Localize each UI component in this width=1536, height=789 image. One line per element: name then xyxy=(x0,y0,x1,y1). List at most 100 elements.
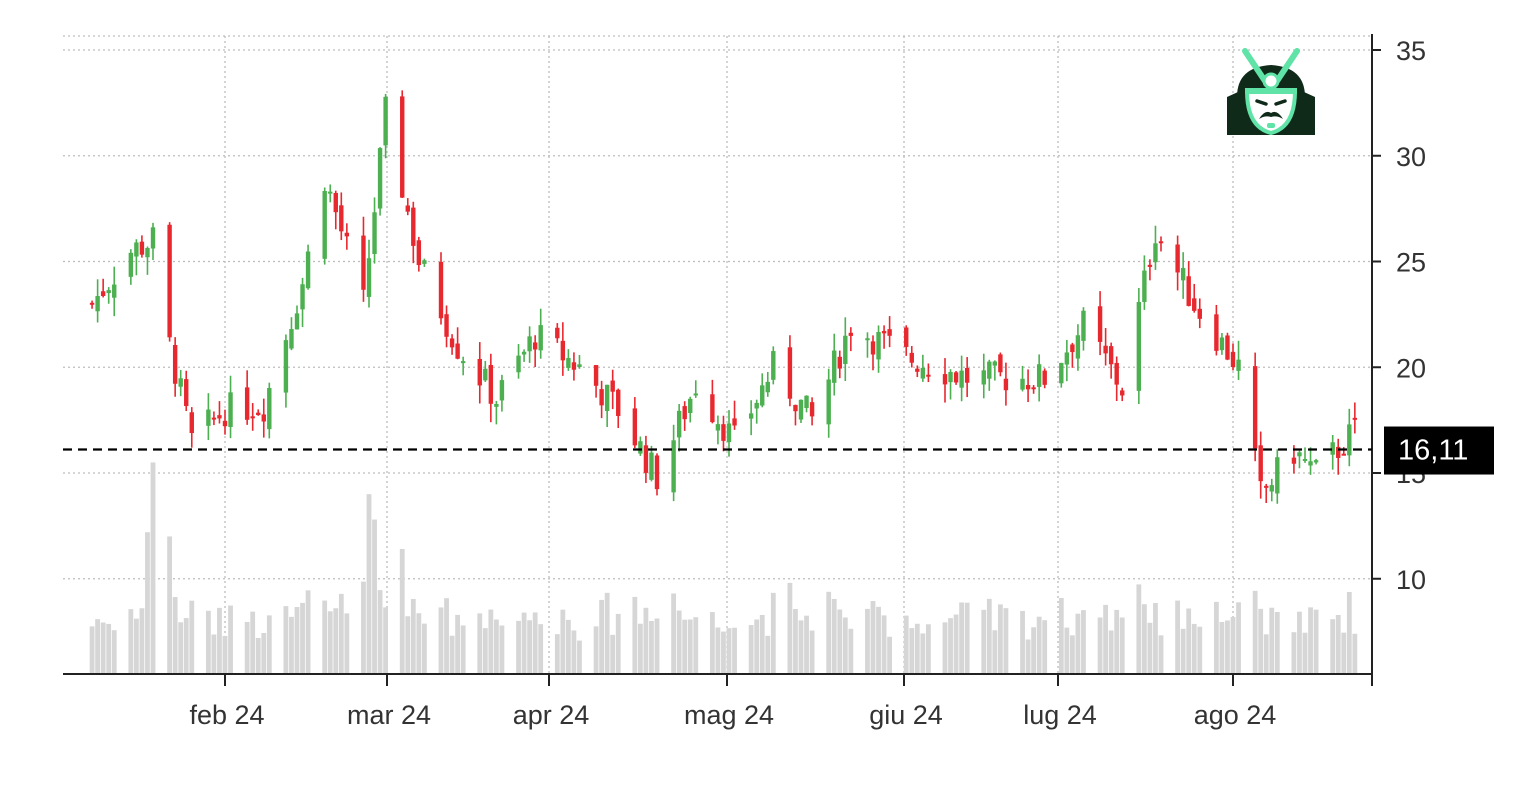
volume-bar xyxy=(865,608,870,674)
candle-body xyxy=(189,412,194,434)
candle-body xyxy=(1341,453,1346,456)
volume-bar xyxy=(1075,613,1081,674)
x-tick-label: feb 24 xyxy=(189,700,264,730)
candle-body xyxy=(1225,335,1230,360)
candle-body xyxy=(953,372,959,383)
candle-body xyxy=(261,414,266,422)
volume-bar xyxy=(671,593,677,674)
x-tick-label: ago 24 xyxy=(1194,700,1277,730)
volume-bar xyxy=(106,623,112,674)
volume-bar xyxy=(654,618,660,674)
candle-body xyxy=(455,343,460,359)
volume-bar xyxy=(615,613,621,674)
candle-body xyxy=(1153,243,1158,263)
volume-bar xyxy=(842,617,848,674)
candle-body xyxy=(560,340,566,361)
candle-body xyxy=(1275,457,1280,494)
candle-body xyxy=(848,332,854,336)
volume-bar xyxy=(133,618,139,674)
volume-bar xyxy=(565,619,571,674)
candle-body xyxy=(909,352,914,363)
candle-body xyxy=(915,368,920,372)
volume-bar xyxy=(283,606,289,674)
candle-body xyxy=(1070,344,1075,353)
candle-body xyxy=(1180,268,1186,281)
volume-bar xyxy=(1141,604,1147,674)
candle-body xyxy=(904,327,909,347)
volume-bar xyxy=(493,619,499,674)
volume-bar xyxy=(1031,627,1037,674)
volume-bar xyxy=(765,635,771,674)
volume-bar xyxy=(521,612,527,674)
volume-bar xyxy=(1147,622,1153,674)
candle-body xyxy=(726,423,732,443)
candle-body xyxy=(1258,445,1263,482)
volume-bar xyxy=(1302,632,1308,674)
candle-body xyxy=(1297,452,1302,457)
volume-bar xyxy=(383,607,389,674)
candle-body xyxy=(139,241,145,255)
candle-body xyxy=(444,314,449,337)
candle-body xyxy=(1336,446,1341,458)
candle-body xyxy=(676,410,682,438)
candle-body xyxy=(89,302,95,305)
candle-body xyxy=(804,395,809,409)
x-tick-label: apr 24 xyxy=(513,700,590,730)
candle-body xyxy=(366,258,372,297)
candle-body xyxy=(1219,337,1225,351)
volume-bar xyxy=(455,614,461,674)
volume-bar xyxy=(610,634,616,674)
volume-bar xyxy=(887,636,893,674)
candle-body xyxy=(1147,264,1153,267)
candle-body xyxy=(732,418,737,426)
volume-bar xyxy=(1180,628,1186,674)
volume-bar xyxy=(687,619,693,674)
volume-bar xyxy=(1191,623,1197,674)
candle-body xyxy=(1114,362,1119,385)
volume-bar xyxy=(1346,591,1352,674)
candle-body xyxy=(328,191,333,194)
volume-bar xyxy=(1197,626,1203,674)
candle-body xyxy=(1003,378,1009,391)
volume-bar xyxy=(255,637,261,674)
candle-body xyxy=(987,361,992,379)
volume-bar xyxy=(499,625,505,674)
candle-body xyxy=(793,404,798,412)
volume-bar xyxy=(1042,620,1048,674)
volume-bar xyxy=(172,597,178,674)
volume-bar xyxy=(693,617,699,674)
volume-bar xyxy=(1097,617,1103,674)
candle-body xyxy=(128,252,134,277)
candle-body xyxy=(112,284,117,298)
candle-body xyxy=(383,96,388,146)
candle-body xyxy=(1042,370,1047,385)
volume-bar xyxy=(798,620,804,674)
volume-bar xyxy=(577,640,582,674)
candle-body xyxy=(616,389,621,416)
candle-body xyxy=(172,344,178,384)
volume-bar xyxy=(914,623,920,674)
volume-bar xyxy=(637,623,643,674)
volume-bar xyxy=(167,536,173,674)
candle-body xyxy=(267,387,272,430)
volume-bar xyxy=(732,627,737,674)
candle-body xyxy=(1108,346,1114,365)
last-price-label: 16,11 xyxy=(1398,435,1468,467)
candle-body xyxy=(372,212,377,254)
volume-bar xyxy=(1219,622,1225,674)
candle-body xyxy=(405,205,410,212)
volume-bar xyxy=(770,592,776,674)
volume-bar xyxy=(322,600,328,674)
candle-body xyxy=(1120,390,1125,396)
volume-bar xyxy=(1213,601,1219,674)
volume-bar xyxy=(289,616,294,674)
volume-bar xyxy=(1341,632,1347,674)
volume-bar xyxy=(649,620,654,674)
candle-body xyxy=(555,327,560,339)
volume-bar xyxy=(444,598,449,674)
candle-body xyxy=(477,358,482,386)
candle-body xyxy=(134,242,139,257)
samurai-helmet-logo xyxy=(1227,48,1315,136)
